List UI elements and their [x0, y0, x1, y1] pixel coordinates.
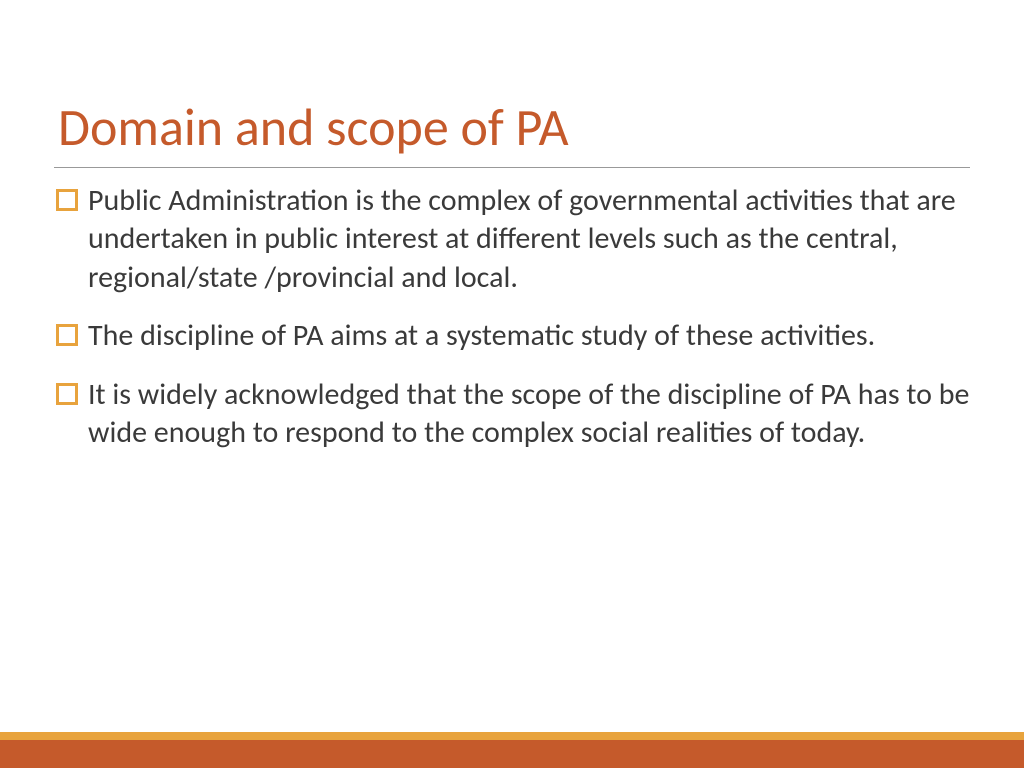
slide-container: Domain and scope of PA Public Administra… [0, 0, 1024, 768]
square-bullet-icon [56, 324, 78, 346]
bullet-item: It is widely acknowledged that the scope… [54, 376, 974, 453]
title-underline [54, 167, 970, 168]
footer-stripe-top [0, 732, 1024, 740]
footer-stripe-bottom [0, 740, 1024, 768]
bullet-item: The discipline of PA aims at a systemati… [54, 317, 974, 355]
bullet-list: Public Administration is the complex of … [50, 182, 974, 452]
square-bullet-icon [56, 383, 78, 405]
slide-title: Domain and scope of PA [50, 95, 974, 159]
bullet-item: Public Administration is the complex of … [54, 182, 974, 297]
square-bullet-icon [56, 189, 78, 211]
bullet-text: Public Administration is the complex of … [88, 182, 956, 296]
bullet-text: It is widely acknowledged that the scope… [88, 376, 969, 451]
bullet-text: The discipline of PA aims at a systemati… [88, 317, 875, 354]
